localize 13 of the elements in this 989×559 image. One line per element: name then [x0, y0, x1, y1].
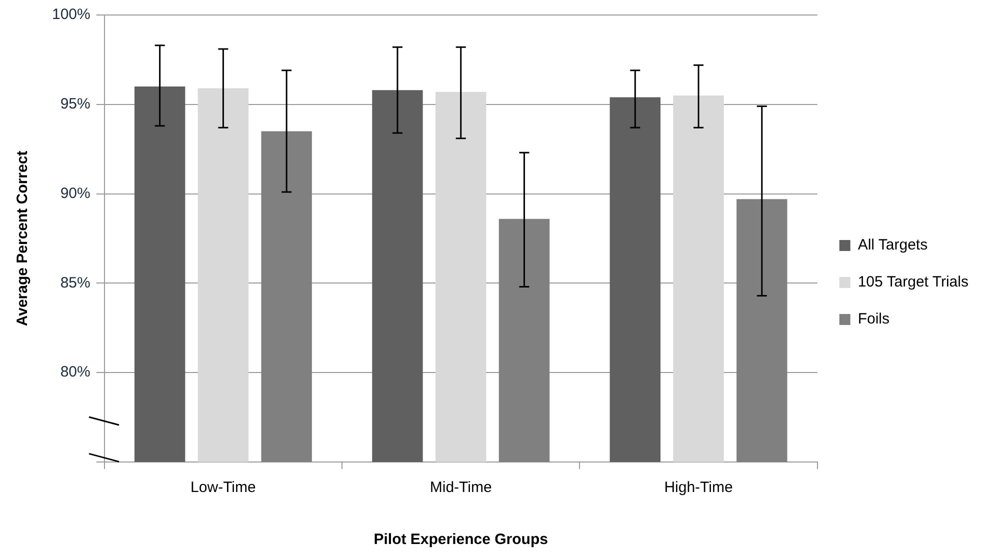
y-tick-label: 90% [60, 184, 90, 202]
y-tick-label: 95% [60, 96, 90, 113]
legend-label: All Targets [858, 236, 928, 254]
x-tick-label: Mid-Time [430, 479, 492, 496]
y-tick-label: 100% [52, 6, 90, 24]
y-tick-label: 85% [60, 274, 90, 292]
legend-label: 105 Target Trials [858, 274, 968, 291]
x-tick-label: High-Time [664, 479, 733, 496]
legend-label: Foils [858, 310, 890, 328]
x-tick-label: Low-Time [190, 479, 256, 496]
y-tick-label: 80% [60, 364, 90, 381]
x-axis-title: Pilot Experience Groups [374, 531, 548, 548]
y-axis-title: Average Percent Correct [14, 150, 32, 326]
